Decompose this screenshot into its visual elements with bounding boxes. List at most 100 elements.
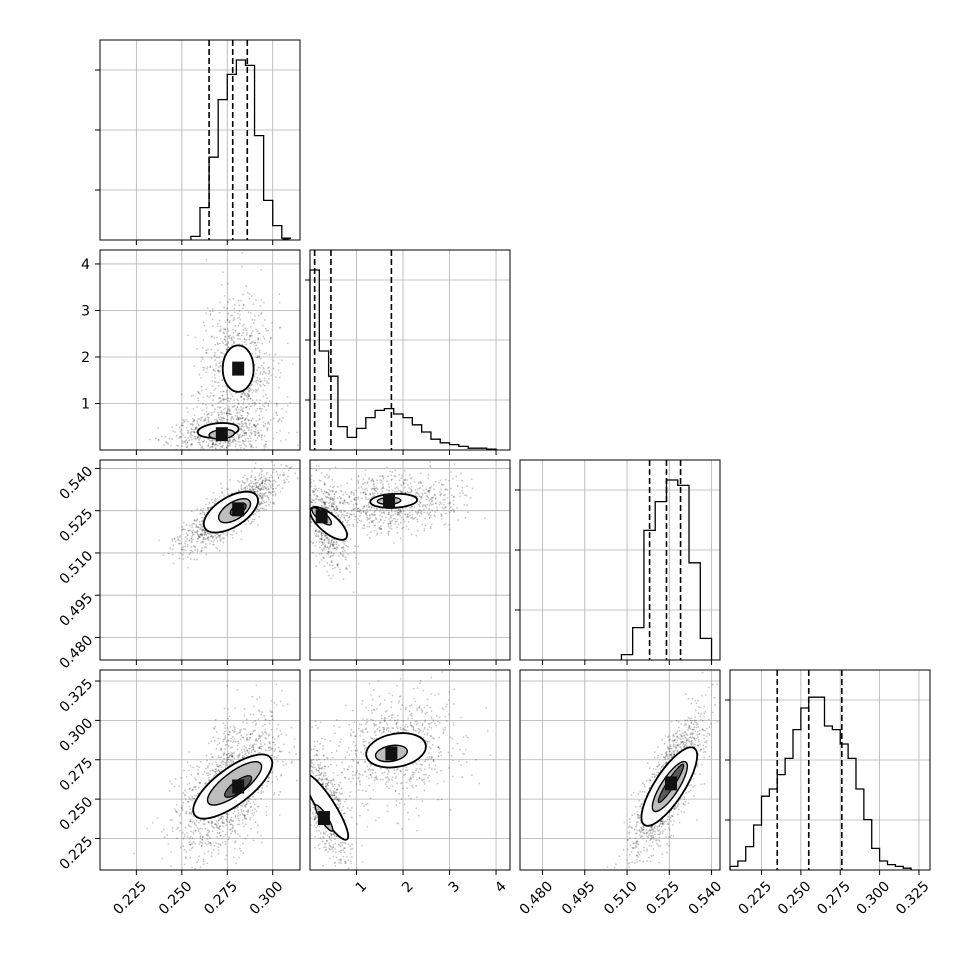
scatter-point xyxy=(326,536,329,539)
scatter-point xyxy=(218,406,221,409)
scatter-point xyxy=(251,485,253,488)
scatter-point xyxy=(203,546,206,549)
scatter-point xyxy=(240,487,243,490)
scatter-point xyxy=(353,498,356,501)
scatter-point xyxy=(178,542,181,545)
scatter-point xyxy=(399,511,402,514)
scatter-point xyxy=(319,498,321,501)
scatter-point xyxy=(255,399,258,401)
scatter-point xyxy=(224,736,227,739)
scatter-point xyxy=(260,429,262,432)
scatter-point xyxy=(219,351,222,354)
scatter-point xyxy=(423,527,426,530)
scatter-point xyxy=(236,398,239,401)
scatter-point xyxy=(215,381,217,384)
scatter-point xyxy=(291,760,293,763)
scatter-point xyxy=(190,523,193,526)
scatter-point xyxy=(251,732,254,735)
scatter-point xyxy=(249,806,252,809)
scatter-point xyxy=(220,482,222,485)
scatter-point xyxy=(450,509,453,512)
scatter-point xyxy=(254,341,257,344)
scatter-point xyxy=(269,501,272,504)
scatter-point xyxy=(263,370,265,373)
scatter-point xyxy=(336,547,339,550)
scatter-point xyxy=(246,426,249,429)
scatter-point xyxy=(253,490,256,493)
scatter-point xyxy=(234,815,237,818)
scatter-point xyxy=(173,785,176,788)
scatter-point xyxy=(336,507,339,510)
scatter-point xyxy=(181,548,184,551)
scatter-point xyxy=(217,416,220,419)
scatter-point xyxy=(387,525,390,528)
scatter-point xyxy=(378,521,381,524)
scatter-point xyxy=(348,496,351,498)
scatter-point xyxy=(254,380,257,382)
scatter-point xyxy=(368,497,371,500)
scatter-point xyxy=(350,509,353,512)
scatter-point xyxy=(331,564,334,567)
scatter-point xyxy=(352,591,355,594)
scatter-point xyxy=(255,424,258,427)
scatter-point xyxy=(271,321,273,324)
scatter-point xyxy=(199,840,201,843)
scatter-point xyxy=(466,511,469,514)
scatter-point xyxy=(324,503,327,506)
scatter-point xyxy=(180,393,183,396)
scatter-point xyxy=(186,835,189,838)
scatter-point xyxy=(236,755,239,758)
scatter-point xyxy=(198,450,200,452)
scatter-point xyxy=(358,510,361,513)
scatter-point xyxy=(217,369,220,372)
scatter-point xyxy=(191,417,194,420)
scatter-point xyxy=(373,482,375,485)
scatter-point xyxy=(380,525,382,527)
scatter-point xyxy=(343,509,345,512)
scatter-point xyxy=(223,398,226,401)
scatter-point xyxy=(205,441,208,443)
scatter-point xyxy=(267,496,270,499)
scatter-point xyxy=(246,332,248,334)
scatter-point xyxy=(382,478,385,480)
scatter-point xyxy=(192,429,195,431)
scatter-point xyxy=(208,396,210,399)
scatter-point xyxy=(197,828,200,831)
scatter-point xyxy=(286,465,288,468)
scatter-point xyxy=(202,321,205,324)
scatter-point xyxy=(248,293,251,295)
scatter-point xyxy=(258,747,260,749)
scatter-point xyxy=(263,444,266,447)
scatter-point xyxy=(413,481,416,483)
scatter-point xyxy=(262,371,265,374)
scatter-point xyxy=(414,488,417,491)
scatter-point xyxy=(231,826,234,829)
scatter-point xyxy=(245,406,248,409)
scatter-point xyxy=(210,844,212,847)
scatter-point xyxy=(216,451,218,453)
scatter-point xyxy=(184,440,187,442)
scatter-point xyxy=(234,445,237,448)
scatter-point xyxy=(258,747,261,750)
scatter-point xyxy=(251,469,253,472)
scatter-point xyxy=(168,437,171,440)
scatter-point xyxy=(201,528,204,531)
scatter-point xyxy=(241,392,244,395)
scatter-point xyxy=(183,794,186,797)
scatter-point xyxy=(418,495,420,498)
scatter-point xyxy=(250,522,253,525)
scatter-point xyxy=(206,307,209,310)
scatter-point xyxy=(263,501,266,504)
scatter-point xyxy=(214,770,217,773)
scatter-point xyxy=(409,488,412,490)
scatter-point xyxy=(213,439,216,442)
scatter-point xyxy=(201,389,203,392)
scatter-point xyxy=(176,828,179,830)
scatter-point xyxy=(237,419,240,421)
scatter-point xyxy=(335,506,338,509)
scatter-point xyxy=(244,814,246,817)
scatter-point xyxy=(176,451,178,453)
scatter-point xyxy=(312,541,315,544)
scatter-point xyxy=(220,379,223,382)
scatter-point xyxy=(190,530,193,533)
